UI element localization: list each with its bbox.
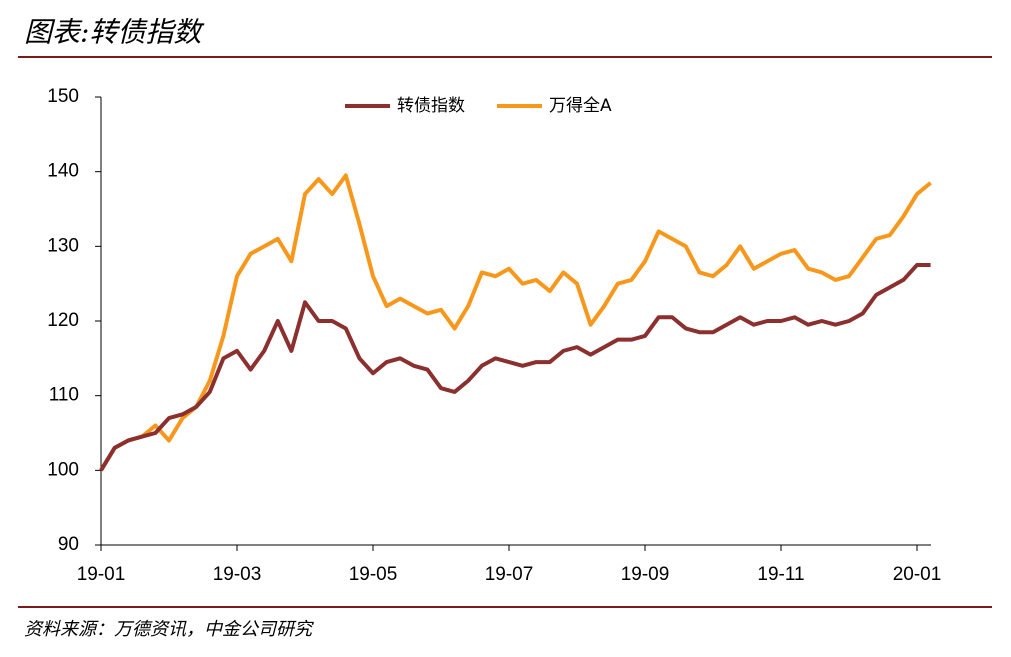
x-tick-label: 19-05 xyxy=(349,564,398,585)
x-tick-label: 19-01 xyxy=(77,564,126,585)
y-tick-label: 150 xyxy=(47,86,79,107)
y-tick-label: 90 xyxy=(58,534,79,555)
series-line xyxy=(99,263,931,472)
series-line xyxy=(99,173,932,472)
x-tick-label: 19-09 xyxy=(621,564,670,585)
legend-label: 转债指数 xyxy=(397,96,465,116)
y-tick-label: 100 xyxy=(47,459,79,480)
legend-label: 万得全A xyxy=(549,96,612,116)
y-tick-label: 130 xyxy=(47,235,79,256)
source-note: 资料来源：万德资讯，中金公司研究 xyxy=(24,619,314,640)
x-tick-label: 20-01 xyxy=(893,564,942,585)
y-tick-label: 110 xyxy=(49,385,79,406)
y-tick-label: 140 xyxy=(47,161,79,182)
chart-title: 图表:转债指数 xyxy=(24,16,205,49)
y-tick-label: 120 xyxy=(47,310,79,331)
x-tick-label: 19-07 xyxy=(485,564,534,585)
x-tick-label: 19-03 xyxy=(213,564,262,585)
x-tick-label: 19-11 xyxy=(757,564,804,585)
